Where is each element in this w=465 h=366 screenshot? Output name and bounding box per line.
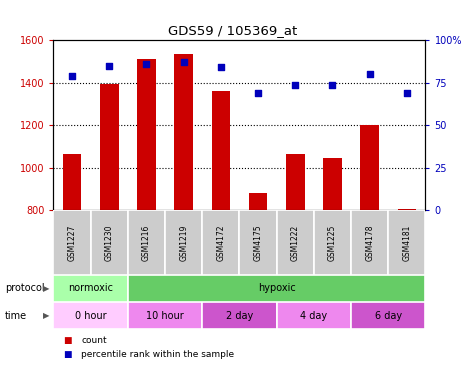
Bar: [202, 302, 277, 329]
Bar: [323, 158, 342, 210]
Bar: [128, 302, 202, 329]
Text: GSM1216: GSM1216: [142, 224, 151, 261]
Text: ■: ■: [63, 350, 71, 359]
Text: GSM4181: GSM4181: [402, 224, 412, 261]
Bar: [53, 210, 91, 274]
Point: [143, 61, 150, 67]
Bar: [249, 193, 267, 210]
Bar: [53, 274, 128, 302]
Text: normoxic: normoxic: [68, 283, 113, 293]
Text: 2 day: 2 day: [226, 311, 253, 321]
Point: [366, 71, 373, 77]
Text: protocol: protocol: [5, 283, 44, 293]
Text: 4 day: 4 day: [300, 311, 327, 321]
Bar: [360, 125, 379, 210]
Bar: [128, 274, 425, 302]
Text: 6 day: 6 day: [375, 311, 402, 321]
Text: GSM1227: GSM1227: [67, 224, 77, 261]
Point: [292, 82, 299, 87]
Bar: [277, 302, 351, 329]
Bar: [128, 210, 165, 274]
Bar: [314, 210, 351, 274]
Text: ▶: ▶: [43, 311, 50, 320]
Text: 10 hour: 10 hour: [146, 311, 184, 321]
Text: ▶: ▶: [43, 284, 50, 293]
Text: time: time: [5, 311, 27, 321]
Bar: [137, 59, 156, 210]
Bar: [100, 84, 119, 210]
Point: [106, 63, 113, 69]
Bar: [388, 210, 425, 274]
Point: [254, 90, 262, 96]
Text: GSM1222: GSM1222: [291, 224, 300, 261]
Text: GSM1230: GSM1230: [105, 224, 114, 261]
Point: [217, 64, 225, 70]
Text: 0 hour: 0 hour: [75, 311, 106, 321]
Bar: [286, 154, 305, 210]
Bar: [174, 54, 193, 210]
Text: GSM4178: GSM4178: [365, 224, 374, 261]
Text: GSM1225: GSM1225: [328, 224, 337, 261]
Bar: [351, 210, 388, 274]
Bar: [351, 302, 425, 329]
Text: GSM4172: GSM4172: [216, 224, 226, 261]
Bar: [398, 209, 416, 210]
Text: ■: ■: [63, 336, 71, 346]
Point: [403, 90, 411, 96]
Point: [329, 82, 336, 87]
Text: count: count: [81, 336, 107, 346]
Text: hypoxic: hypoxic: [258, 283, 296, 293]
Bar: [212, 92, 230, 210]
Text: percentile rank within the sample: percentile rank within the sample: [81, 350, 234, 359]
Text: GSM4175: GSM4175: [253, 224, 263, 261]
Bar: [165, 210, 202, 274]
Text: GSM1219: GSM1219: [179, 224, 188, 261]
Point: [180, 59, 187, 65]
Bar: [202, 210, 239, 274]
Bar: [53, 302, 128, 329]
Bar: [277, 210, 314, 274]
Bar: [91, 210, 128, 274]
Point: [68, 73, 76, 79]
Bar: [63, 154, 81, 210]
Bar: [239, 210, 277, 274]
Text: GDS59 / 105369_at: GDS59 / 105369_at: [168, 23, 297, 37]
